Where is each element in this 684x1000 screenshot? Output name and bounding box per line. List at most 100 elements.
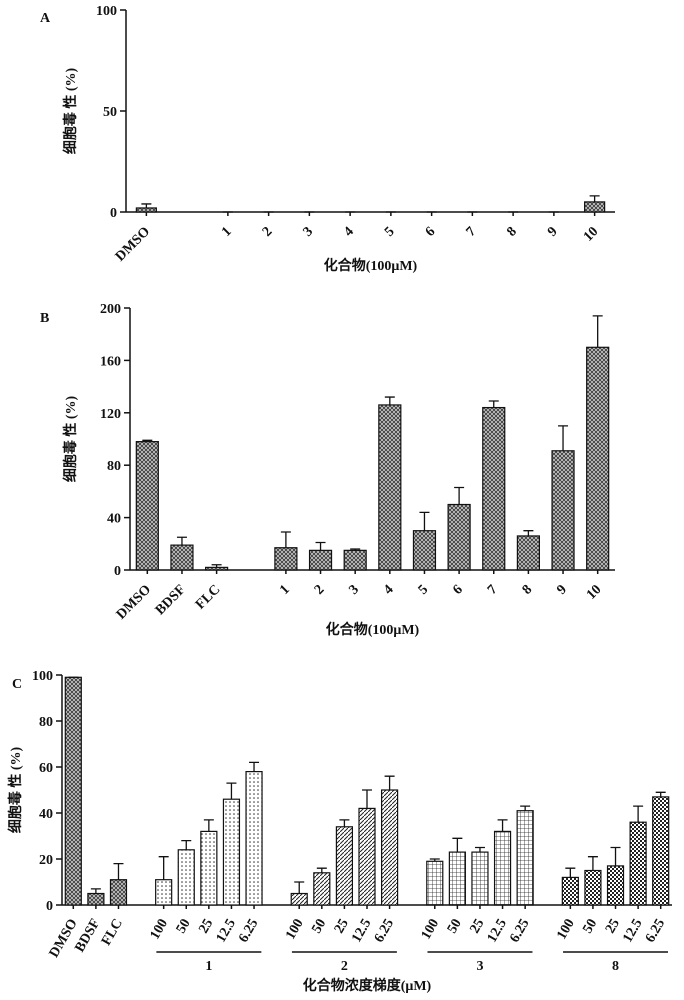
bar (585, 871, 601, 906)
x-tick-label: 6 (450, 582, 466, 598)
group-label: 1 (205, 959, 212, 974)
error-bar (385, 776, 395, 790)
x-tick-label: 50 (309, 917, 329, 937)
error-bar (419, 512, 429, 530)
x-tick-label: 8 (520, 582, 536, 598)
error-bar (523, 531, 533, 536)
x-tick-label: 4 (381, 582, 397, 598)
bar (472, 852, 488, 905)
bar (246, 772, 262, 905)
y-tick-label: 80 (39, 715, 53, 730)
bar (201, 831, 217, 905)
error-bar (454, 487, 464, 504)
error-bar (204, 820, 214, 832)
error-bar (593, 316, 603, 347)
error-bar (294, 882, 304, 894)
x-tick-label: 9 (545, 224, 561, 240)
bar (562, 877, 578, 905)
x-tick-label: DMSO (114, 582, 154, 622)
bar (336, 827, 352, 905)
x-tick-label: 6.25 (643, 917, 668, 946)
x-tick-label: 25 (332, 917, 352, 937)
error-bar (656, 792, 666, 797)
x-tick-label: 5 (416, 582, 432, 598)
error-bar (181, 841, 191, 850)
x-tick-label: 7 (485, 582, 501, 598)
y-tick-label: 80 (107, 459, 121, 474)
x-axis-title: 化合物浓度梯度(μM) (303, 977, 432, 994)
x-tick-label: DMSO (47, 916, 81, 960)
error-bar (177, 537, 187, 545)
x-tick-label: 9 (554, 582, 570, 598)
error-bar (588, 857, 598, 871)
x-tick-label: 6.25 (372, 917, 397, 946)
y-tick-label: 160 (100, 354, 121, 369)
x-tick-label: 12.5 (349, 917, 374, 946)
bar (136, 442, 158, 570)
x-tick-label: 50 (174, 917, 194, 937)
bar (517, 536, 539, 570)
bar (136, 208, 156, 212)
error-bar (113, 864, 123, 880)
bar (483, 408, 505, 570)
error-bar (498, 820, 508, 832)
bar (275, 548, 297, 570)
error-bar (565, 868, 575, 877)
error-bar (611, 848, 621, 866)
error-bar (141, 204, 151, 208)
bar (379, 405, 401, 570)
x-tick-label: 2 (312, 582, 328, 598)
bar (448, 505, 470, 571)
bar (382, 790, 398, 905)
error-bar (520, 806, 530, 811)
y-tick-label: 40 (107, 512, 121, 527)
bar (427, 861, 443, 905)
x-tick-label: BDSF (153, 582, 189, 618)
group-label: 8 (612, 959, 619, 974)
x-tick-label: 1 (219, 224, 235, 240)
error-bar (475, 848, 485, 853)
x-tick-label: 100 (554, 917, 577, 943)
bar (552, 451, 574, 570)
x-tick-label: 1 (277, 582, 293, 598)
y-tick-label: 0 (46, 899, 53, 914)
x-tick-label: 12.5 (214, 917, 239, 946)
bar (178, 850, 194, 905)
error-bar (339, 820, 349, 827)
y-tick-label: 0 (110, 206, 117, 221)
error-bar (316, 542, 326, 550)
y-axis-title: 细胞毒 性 (%) (62, 396, 79, 483)
bar (630, 822, 646, 905)
bar (517, 811, 533, 905)
bar (314, 873, 330, 905)
bar (310, 550, 332, 570)
bar (223, 799, 239, 905)
y-axis-title: 细胞毒 性 (%) (62, 68, 79, 155)
error-bar (226, 783, 236, 799)
bar (653, 797, 669, 905)
error-bar (281, 532, 291, 548)
x-tick-label: FLC (193, 582, 223, 612)
y-tick-label: 60 (39, 761, 53, 776)
bar (587, 347, 609, 570)
x-tick-label: 7 (464, 224, 480, 240)
group-label: 2 (341, 959, 348, 974)
error-bar (317, 868, 327, 873)
x-tick-label: 10 (581, 224, 602, 245)
error-bar (159, 857, 169, 880)
x-tick-label: 3 (301, 224, 317, 240)
x-tick-label: 6 (423, 224, 439, 240)
error-bar (362, 790, 372, 808)
x-tick-label: 12.5 (485, 917, 510, 946)
error-bar (489, 401, 499, 408)
bar (449, 852, 465, 905)
x-tick-label: 10 (584, 582, 605, 603)
bar (88, 894, 104, 906)
x-tick-label: 12.5 (620, 917, 645, 946)
error-bar (452, 838, 462, 852)
x-tick-label: 2 (260, 224, 276, 240)
x-tick-label: 4 (341, 224, 357, 240)
y-tick-label: 120 (100, 407, 121, 422)
bar (413, 531, 435, 570)
